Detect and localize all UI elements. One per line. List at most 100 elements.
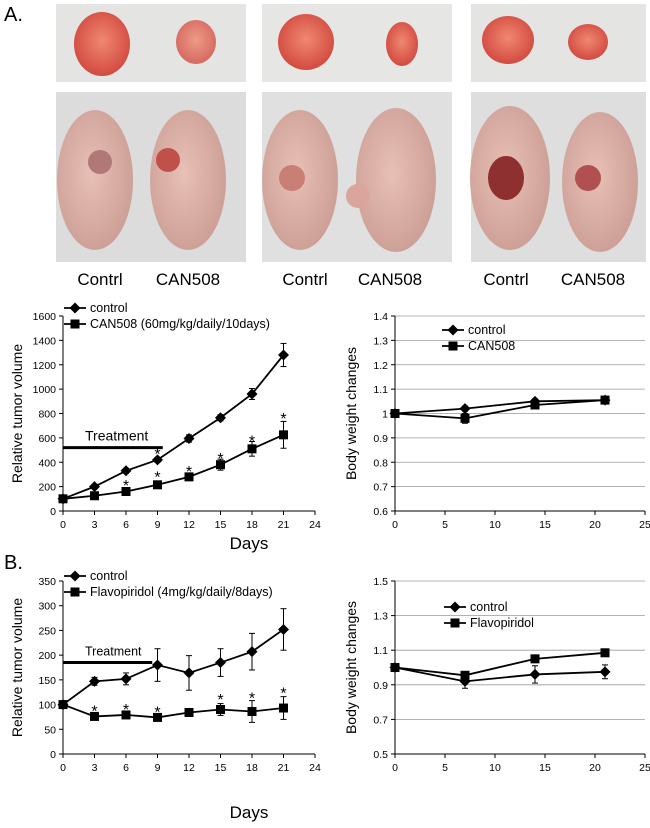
y-tick-label: 50 xyxy=(44,724,56,736)
data-point xyxy=(90,711,99,721)
data-point xyxy=(183,667,195,679)
significance-star: * xyxy=(154,469,160,486)
y-tick-label: 1.5 xyxy=(373,576,388,588)
legend-label: control xyxy=(470,600,508,614)
caption-contrl-2: Contrl xyxy=(282,270,328,289)
x-tick-label: 12 xyxy=(183,762,195,774)
series-square xyxy=(58,420,288,504)
data-point xyxy=(600,395,610,405)
significance-star: * xyxy=(280,686,286,703)
data-point xyxy=(529,668,541,680)
x-tick-label: 24 xyxy=(309,762,321,774)
y-axis-label: Body weight changes xyxy=(343,601,359,734)
caption-contrl-3: Contrl xyxy=(483,270,529,289)
caption-contrl-1: Contrl xyxy=(77,270,123,289)
mouse-photo-2 xyxy=(262,92,452,262)
y-tick-label: 300 xyxy=(38,601,56,613)
chart-b-right: 0.5 0.7 0.9 1.1 1.3 1.5 0 5 10 15 20 25 Body weight … xyxy=(343,576,650,774)
data-point xyxy=(216,460,225,470)
y-tick-label: 1400 xyxy=(33,335,57,347)
legend-marker xyxy=(69,570,81,582)
y-axis-label: Relative tumor volume xyxy=(9,344,25,483)
x-tick-label: 3 xyxy=(92,762,98,774)
legend-label: control xyxy=(468,323,506,337)
legend-marker xyxy=(70,587,80,597)
x-axis-label: Days xyxy=(230,803,269,822)
data-point xyxy=(530,400,540,410)
data-point xyxy=(460,670,470,680)
significance-star: * xyxy=(280,411,286,428)
y-tick-label: 200 xyxy=(38,650,56,662)
x-tick-label: 3 xyxy=(92,519,98,531)
series-line xyxy=(394,651,606,677)
x-tick-label: 10 xyxy=(489,762,501,774)
x-tick-label: 6 xyxy=(123,762,129,774)
legend-marker xyxy=(70,319,80,329)
data-point xyxy=(390,409,400,418)
y-tick-label: 1200 xyxy=(33,360,57,372)
series-square xyxy=(390,648,610,680)
data-point xyxy=(120,673,132,685)
x-axis-label: Days xyxy=(230,534,269,553)
y-tick-label: 1000 xyxy=(33,384,57,396)
y-tick-label: 0.8 xyxy=(373,457,388,469)
significance-star: * xyxy=(123,478,129,495)
y-axis-label: Relative tumor volume xyxy=(9,598,25,737)
data-point xyxy=(530,654,540,664)
y-tick-label: 100 xyxy=(38,700,56,712)
data-point xyxy=(215,657,226,669)
data-point xyxy=(184,472,194,482)
data-point xyxy=(152,454,163,466)
y-tick-label: 800 xyxy=(38,409,56,421)
data-point xyxy=(600,648,610,658)
x-tick-label: 12 xyxy=(183,519,195,531)
data-point xyxy=(279,430,288,440)
photo-area xyxy=(56,4,646,262)
x-tick-label: 5 xyxy=(442,762,448,774)
x-tick-label: 0 xyxy=(60,519,66,531)
series-line xyxy=(394,666,606,683)
treatment-label: Treatment xyxy=(85,645,142,659)
legend-label: control xyxy=(90,569,128,583)
x-tick-label: 21 xyxy=(278,519,290,531)
data-point xyxy=(246,646,258,658)
x-tick-label: 18 xyxy=(246,762,258,774)
legend-label: control xyxy=(90,301,128,315)
legend-marker xyxy=(69,302,81,314)
y-tick-label: 1.1 xyxy=(373,645,388,657)
data-point xyxy=(247,706,257,716)
x-tick-label: 0 xyxy=(392,762,398,774)
data-point xyxy=(460,413,470,423)
legend-label: Flavopiridol (4mg/kg/daily/8days) xyxy=(90,585,273,599)
mouse-photo-3 xyxy=(470,92,646,262)
data-point xyxy=(89,675,100,687)
y-tick-label: 0.6 xyxy=(373,506,388,518)
x-tick-label: 9 xyxy=(155,762,161,774)
chart-b-left: 0 50 100 150 200 250 300 350 0 3 6 9 12 15 18 21 24 Relat… xyxy=(9,576,321,822)
legend: control Flavopiridol xyxy=(444,600,534,630)
y-tick-label: 0.9 xyxy=(373,433,388,445)
y-tick-label: 1.1 xyxy=(373,384,388,396)
data-point xyxy=(153,480,162,490)
series-line xyxy=(394,399,606,415)
y-tick-label: 1600 xyxy=(33,311,57,323)
y-tick-label: 400 xyxy=(38,457,56,469)
x-tick-label: 6 xyxy=(123,519,129,531)
y-tick-label: 150 xyxy=(38,675,56,687)
y-tick-label: 0.5 xyxy=(373,749,388,761)
data-point xyxy=(599,666,611,678)
x-tick-label: 15 xyxy=(539,762,551,774)
series-square xyxy=(390,395,610,424)
series-diamond xyxy=(57,342,289,505)
data-point xyxy=(215,412,226,424)
y-tick-label: 0.9 xyxy=(373,680,388,692)
y-tick-label: 0 xyxy=(50,506,56,518)
series-line xyxy=(62,354,285,500)
data-point xyxy=(390,663,400,672)
x-tick-label: 25 xyxy=(639,762,650,774)
legend-marker xyxy=(450,618,460,628)
x-tick-label: 0 xyxy=(392,519,398,531)
chart-a-left: 0 200 400 600 800 1000 1200 1400 1600 0 3 6 9 12 15 18 2… xyxy=(9,311,321,553)
data-point xyxy=(153,712,162,722)
